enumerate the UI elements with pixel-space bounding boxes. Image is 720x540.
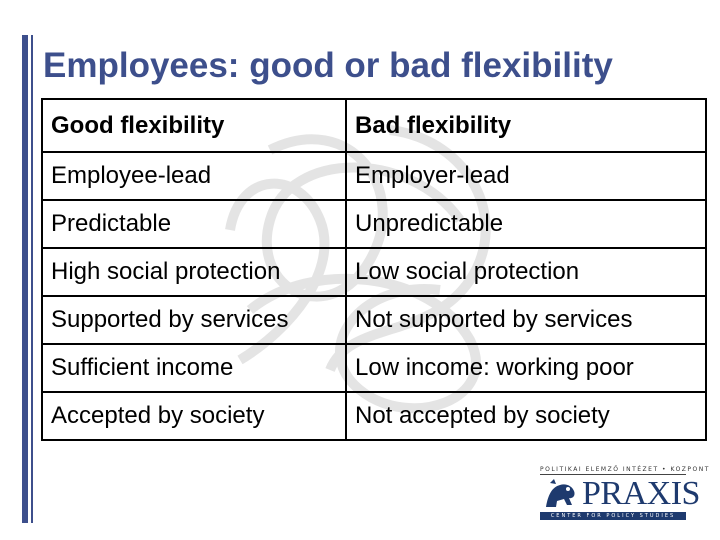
left-accent-bar [22, 35, 28, 523]
table-cell-good: Predictable [41, 199, 347, 249]
table-cell-bad: Low social protection [345, 247, 707, 297]
logo-top-text: POLITIKAI ELEMZŐ INTÉZET • KOZPONT [540, 466, 710, 473]
praxis-logo: POLITIKAI ELEMZŐ INTÉZET • KOZPONT PRAXI… [540, 466, 710, 520]
flexibility-table: Good flexibility Bad flexibility Employe… [41, 98, 707, 441]
logo-bottom-band: CENTER FOR POLICY STUDIES [540, 512, 686, 520]
table-cell-good: Employee-lead [41, 151, 347, 201]
lion-icon [546, 479, 575, 507]
table-cell-bad: Not accepted by society [345, 391, 707, 441]
table-row: Predictable Unpredictable [41, 199, 707, 249]
table-row: Supported by services Not supported by s… [41, 295, 707, 345]
table-cell-good: High social protection [41, 247, 347, 297]
table-row: Employee-lead Employer-lead [41, 151, 707, 201]
slide-title: Employees: good or bad flexibility [43, 46, 613, 85]
logo-wordmark: PRAXIS [582, 475, 700, 512]
table-cell-bad: Unpredictable [345, 199, 707, 249]
header-bad-flexibility: Bad flexibility [345, 98, 707, 153]
header-good-flexibility: Good flexibility [41, 98, 347, 153]
table-cell-bad: Not supported by services [345, 295, 707, 345]
table-cell-good: Sufficient income [41, 343, 347, 393]
table-header-row: Good flexibility Bad flexibility [41, 98, 707, 153]
logo-divider [540, 474, 686, 475]
table-cell-bad: Low income: working poor [345, 343, 707, 393]
table-row: Accepted by society Not accepted by soci… [41, 391, 707, 441]
table-cell-good: Accepted by society [41, 391, 347, 441]
table-row: Sufficient income Low income: working po… [41, 343, 707, 393]
left-accent-bar-thin [31, 35, 33, 523]
table-cell-bad: Employer-lead [345, 151, 707, 201]
table-cell-good: Supported by services [41, 295, 347, 345]
table-row: High social protection Low social protec… [41, 247, 707, 297]
